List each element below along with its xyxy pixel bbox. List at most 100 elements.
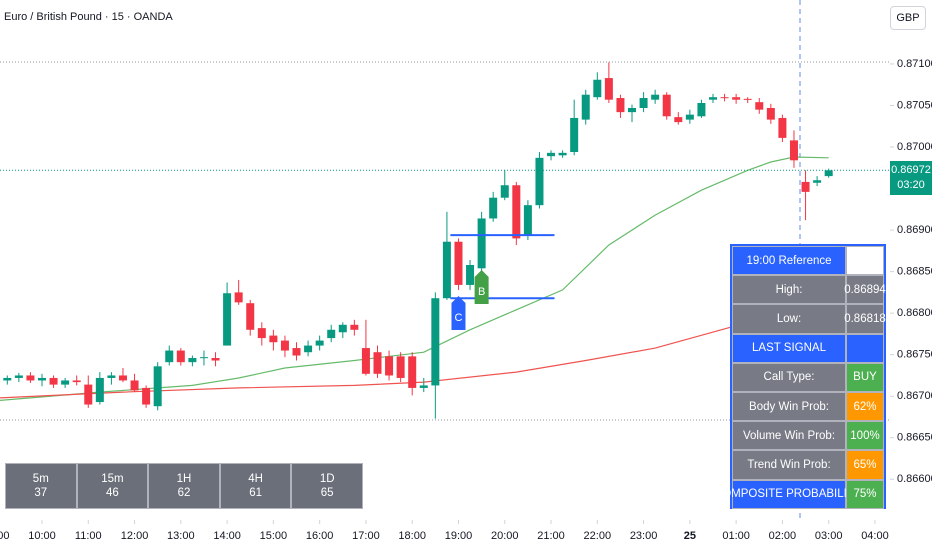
- timeframe-value: 61: [249, 487, 262, 499]
- candle-body: [165, 350, 174, 363]
- candle-body: [454, 241, 463, 285]
- candle-body: [639, 98, 648, 108]
- candle-body: [431, 298, 440, 386]
- candle-body: [523, 205, 532, 236]
- table-label: LAST SIGNAL: [732, 333, 846, 363]
- candle-body: [153, 366, 162, 407]
- candle-body: [766, 107, 775, 120]
- candle-body: [61, 380, 70, 385]
- chart-title: Euro / British Pound · 15 · OANDA: [4, 11, 173, 23]
- table-value: 65%: [846, 450, 884, 480]
- candle-body: [269, 335, 278, 343]
- candle-body: [130, 380, 139, 391]
- timeframe-cell: 5m 37: [5, 463, 77, 509]
- x-tick-label: 03:00: [815, 530, 843, 542]
- x-tick-label: 04:00: [861, 530, 889, 542]
- candle-body: [327, 329, 336, 339]
- table-value: BUY: [846, 362, 884, 392]
- candle-body: [466, 264, 475, 285]
- table-value: [846, 333, 884, 363]
- table-label: Low:: [732, 304, 846, 334]
- timeframe-label: 1D: [319, 473, 335, 485]
- candle-body: [743, 98, 752, 100]
- candle-body: [685, 114, 694, 120]
- timeframe-cell: 15m 46: [76, 463, 149, 509]
- candle-body: [37, 377, 46, 381]
- timeframe-label: 4H: [248, 473, 263, 485]
- candle-body: [593, 79, 602, 98]
- candle-body: [292, 348, 301, 356]
- candle-body: [315, 340, 324, 346]
- x-tick-label: 13:00: [167, 530, 195, 542]
- candle-body: [176, 350, 185, 363]
- candle-body: [581, 94, 590, 120]
- x-tick-label: 16:00: [306, 530, 334, 542]
- timeframe-value: 62: [177, 487, 191, 499]
- candle-body: [778, 117, 787, 138]
- candle-body: [570, 117, 579, 153]
- candle-body: [720, 97, 729, 99]
- timeframe-label: 1H: [176, 473, 192, 485]
- candle-body: [72, 380, 81, 383]
- candle-body: [26, 375, 35, 381]
- table-value: 100%: [846, 421, 884, 451]
- candle-body: [616, 98, 625, 113]
- candle-body: [489, 197, 498, 219]
- candle-body: [361, 348, 370, 374]
- candle-body: [280, 340, 289, 351]
- candle-body: [651, 94, 660, 100]
- candle-body: [824, 170, 833, 177]
- x-tick-label: 02:00: [769, 530, 797, 542]
- x-tick-label: 21:00: [537, 530, 565, 542]
- candle-body: [188, 358, 197, 363]
- x-tick-label: 01:00: [722, 530, 750, 542]
- currency-button[interactable]: GBP: [890, 6, 926, 30]
- x-tick-label: 18:00: [398, 530, 426, 542]
- signal-label: B: [478, 286, 485, 298]
- x-tick-label: 15:00: [260, 530, 288, 542]
- candle-body: [246, 303, 255, 330]
- candle-body: [547, 152, 556, 157]
- timeframe-cell: 4H 61: [219, 463, 292, 509]
- x-tick-label: 19:00: [445, 530, 473, 542]
- candle-body: [338, 324, 347, 333]
- timeframe-cell: 1D 65: [291, 463, 363, 509]
- table-label: Body Win Prob:: [732, 392, 846, 422]
- candle-body: [604, 78, 613, 100]
- candle-body: [199, 357, 208, 359]
- signal-badge: [451, 296, 466, 330]
- candle-body: [755, 102, 764, 110]
- candle-body: [732, 97, 741, 100]
- last-price: 0.86972: [891, 164, 931, 176]
- candle-body: [813, 180, 822, 183]
- candle-body: [107, 375, 116, 378]
- candle-body: [3, 377, 12, 381]
- timeframe-value: 37: [34, 487, 48, 499]
- candle-body: [385, 356, 394, 376]
- x-tick-label: 25: [684, 530, 696, 542]
- candle-body: [662, 94, 671, 117]
- candle-body: [408, 356, 417, 388]
- table-label: Trend Win Prob:: [732, 450, 846, 480]
- candle-body: [223, 293, 232, 346]
- candle-body: [373, 352, 382, 374]
- x-tick-label: 22:00: [584, 530, 612, 542]
- table-value: 62%: [846, 392, 884, 422]
- candle-body: [628, 107, 637, 113]
- table-label: 19:00 Reference: [732, 246, 846, 276]
- x-tick-label: 20:00: [491, 530, 519, 542]
- candle-body: [118, 375, 127, 381]
- x-tick-label: 14:00: [213, 530, 241, 542]
- candle-body: [558, 152, 567, 156]
- candle-body: [396, 356, 405, 378]
- candle-body: [211, 358, 220, 361]
